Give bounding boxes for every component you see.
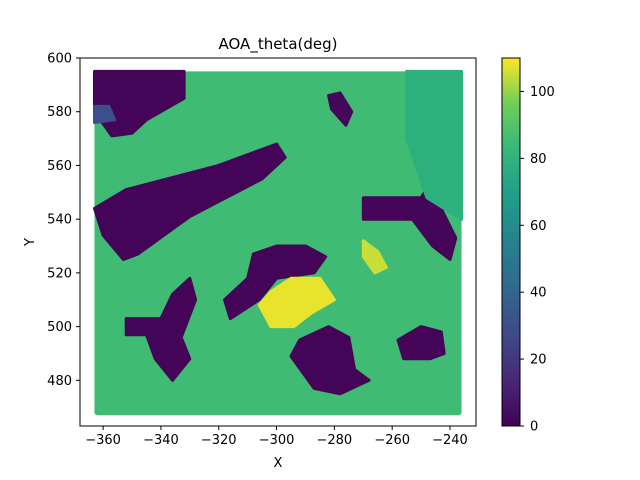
region-right-small-block xyxy=(396,325,446,361)
y-axis-label: Y xyxy=(23,238,38,247)
y-tick-label: 540 xyxy=(47,213,72,228)
region-yellow-spot-right xyxy=(361,239,388,275)
colorbar-tick-label: 0 xyxy=(530,420,538,435)
region-diagonal-band xyxy=(93,142,287,261)
region-teal-right-edge xyxy=(405,69,463,221)
x-axis: −360 −340 −320 −300 −280 −260 −240 xyxy=(85,426,468,448)
region-top-center-spot xyxy=(327,91,354,127)
colorbar-frame xyxy=(501,57,521,427)
x-axis-label: X xyxy=(274,456,283,471)
y-axis: 480 500 520 540 560 580 600 xyxy=(47,52,80,389)
colorbar-tick-label: 40 xyxy=(530,286,547,301)
y-tick-label: 560 xyxy=(47,159,72,174)
x-tick-label: −360 xyxy=(85,433,121,448)
x-tick-label: −340 xyxy=(143,433,179,448)
colorbar-tick-label: 80 xyxy=(530,152,547,167)
region-bottom-center-block xyxy=(289,325,371,396)
x-tick-label: −280 xyxy=(317,433,353,448)
region-left-arm-block xyxy=(124,276,198,382)
y-tick-label: 520 xyxy=(47,266,72,281)
data-field-background xyxy=(94,71,462,416)
y-tick-label: 480 xyxy=(47,374,72,389)
colorbar-tick-label: 60 xyxy=(530,219,547,234)
colorbar-gradient xyxy=(502,58,520,426)
colorbar-tick-label: 100 xyxy=(530,85,555,100)
y-tick-label: 580 xyxy=(47,105,72,120)
plot-area xyxy=(93,69,463,416)
region-dark-blue-patch-left xyxy=(93,104,117,124)
colorbar-ticks: 0 20 40 60 80 100 xyxy=(520,85,555,435)
x-tick-label: −300 xyxy=(259,433,295,448)
region-center-cross xyxy=(223,244,328,321)
x-tick-label: −320 xyxy=(201,433,237,448)
chart-title: AOA_theta(deg) xyxy=(219,35,338,54)
y-tick-label: 500 xyxy=(47,320,72,335)
x-tick-label: −260 xyxy=(374,433,410,448)
x-tick-label: −240 xyxy=(432,433,468,448)
y-tick-label: 600 xyxy=(47,52,72,67)
plot-frame xyxy=(79,57,477,427)
colorbar: 0 20 40 60 80 100 xyxy=(501,57,555,435)
colorbar-tick-label: 20 xyxy=(530,353,547,368)
region-yellow-highlight xyxy=(257,276,336,329)
